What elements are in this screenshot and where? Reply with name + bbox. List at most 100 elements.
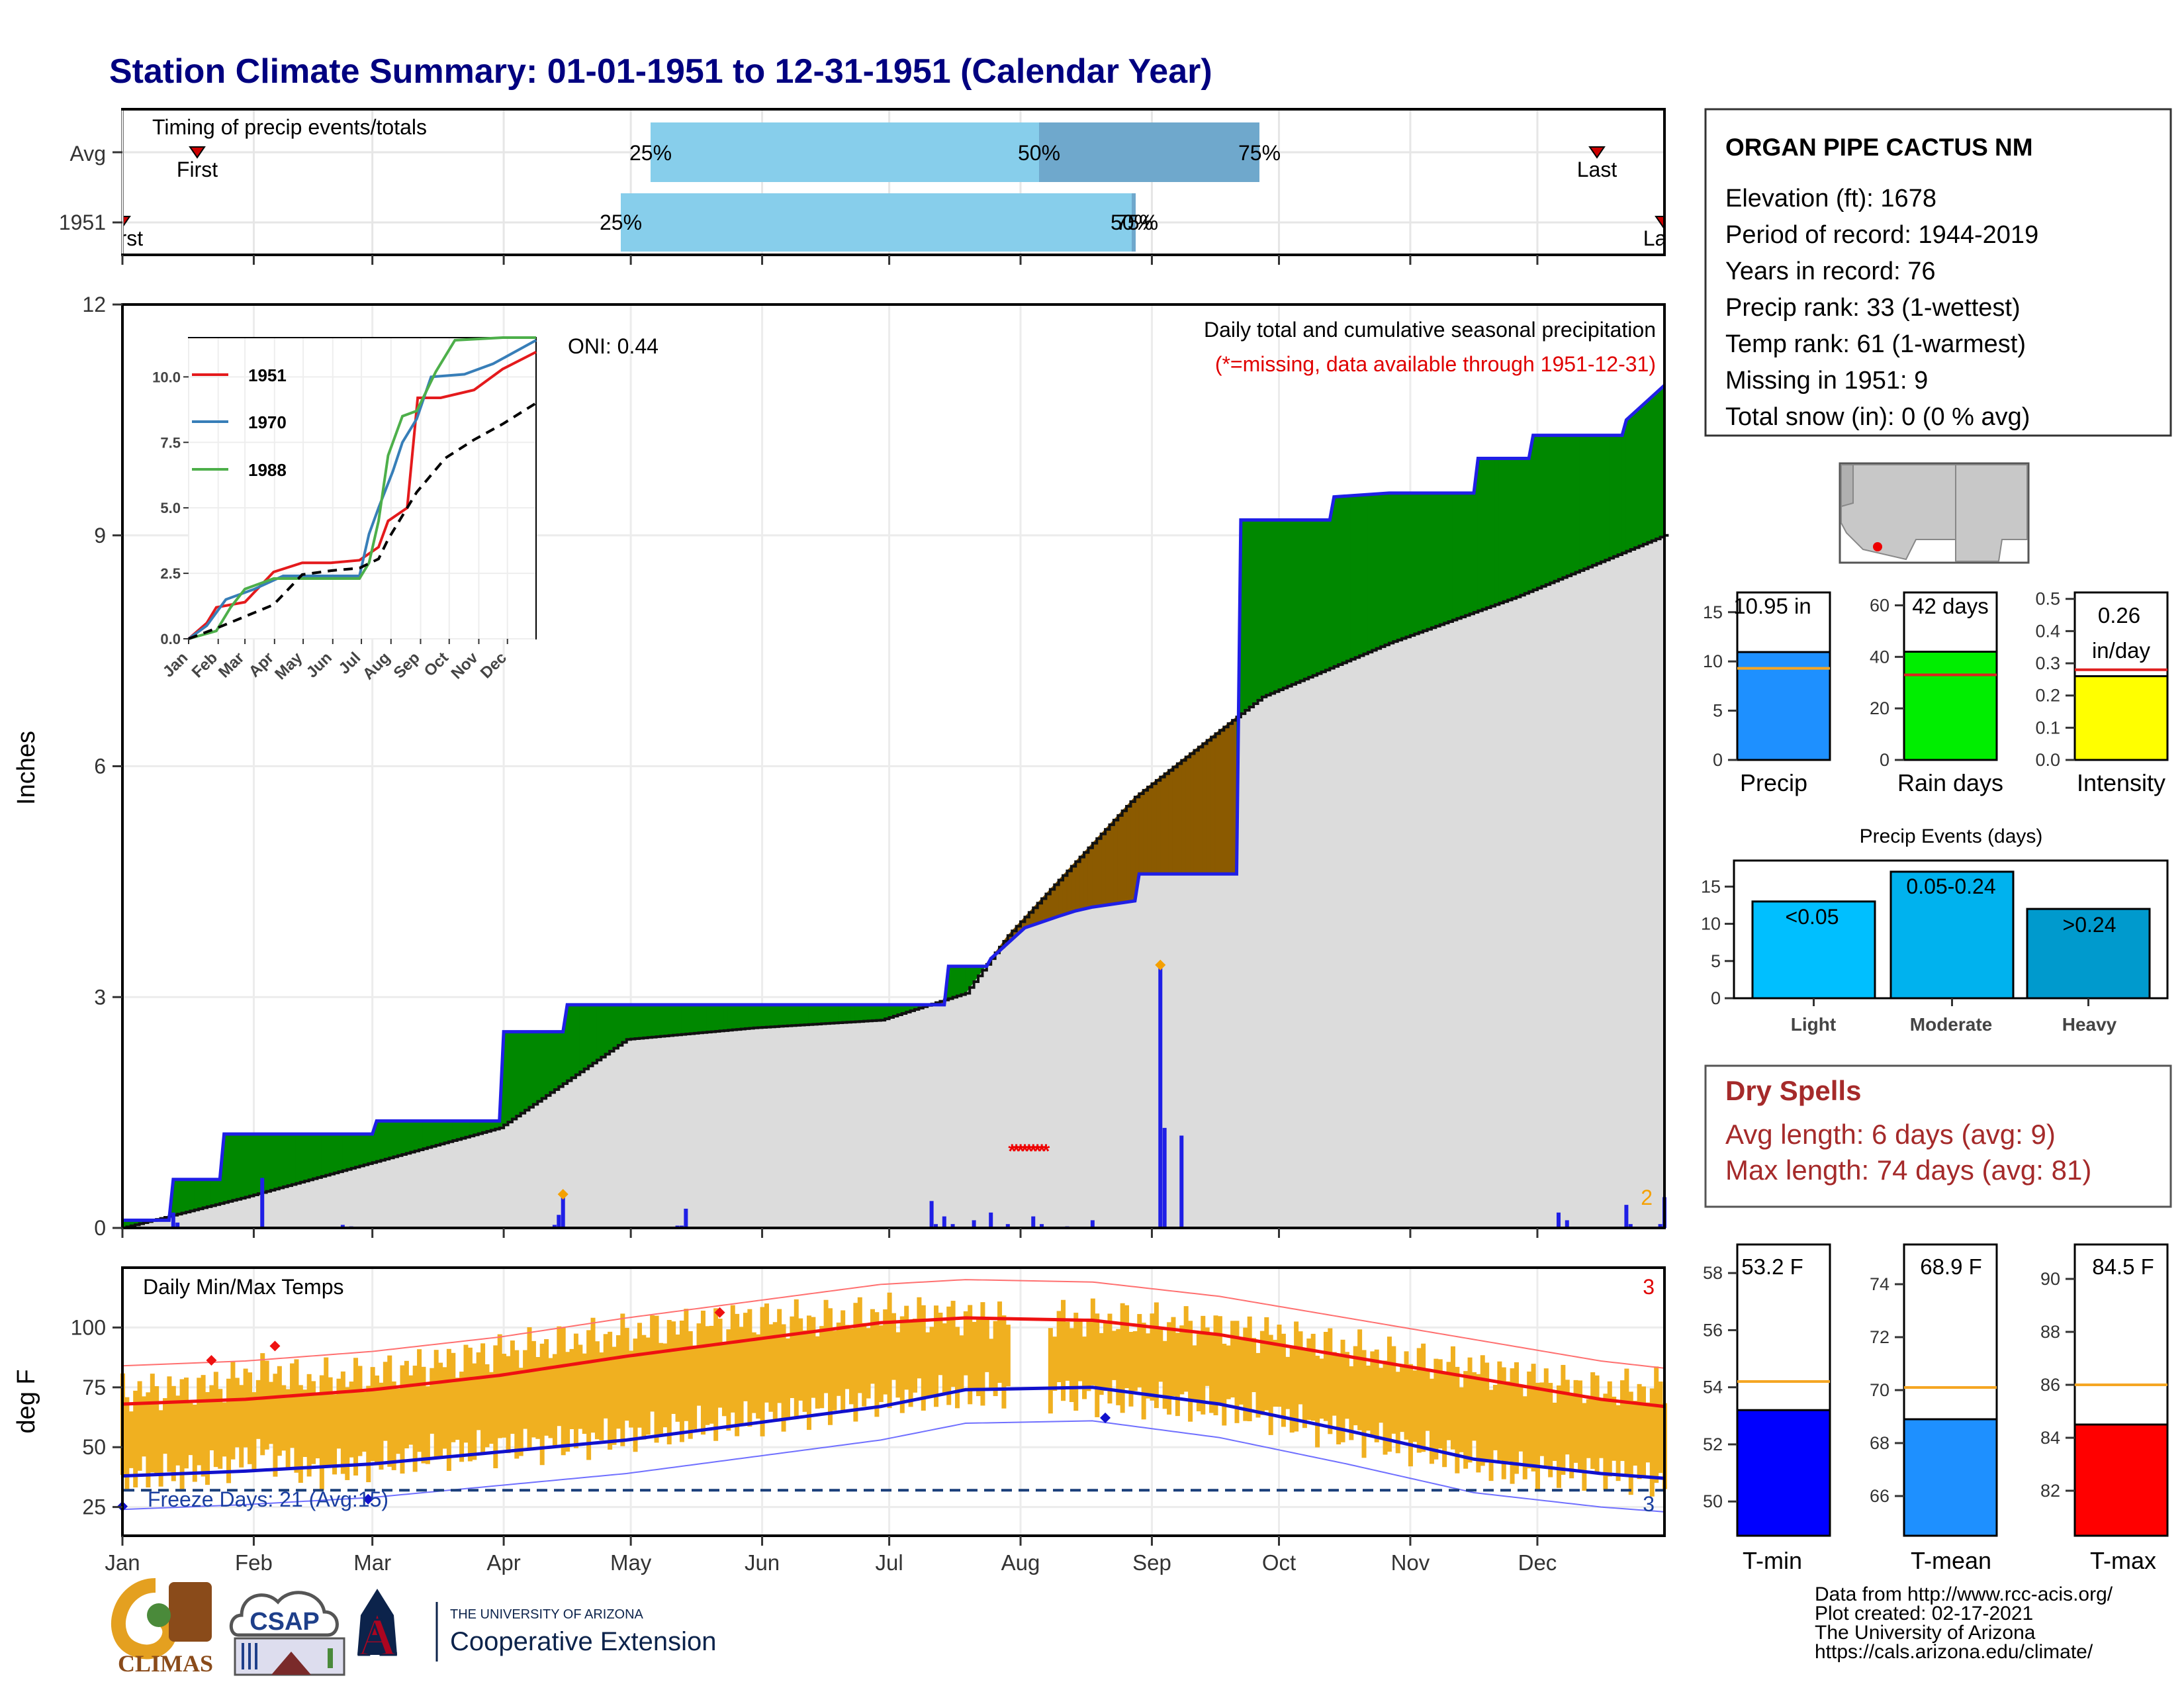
daily-precip-bar — [1158, 966, 1163, 1228]
departure-segment — [410, 1120, 416, 1153]
timing-year-first-label: First — [102, 226, 143, 250]
daily-temp-bar — [324, 1357, 329, 1468]
daily-temp-bar — [1612, 1396, 1617, 1461]
tmax-summary-ytick-label-1: 84 — [2040, 1428, 2060, 1448]
departure-segment — [706, 1004, 712, 1033]
daily-temp-bar — [1154, 1302, 1159, 1409]
daily-temp-bar — [488, 1372, 494, 1444]
daily-temp-bar — [306, 1374, 312, 1477]
departure-segment — [808, 1004, 813, 1025]
daily-temp-bar — [1400, 1366, 1405, 1432]
departure-segment — [185, 1179, 191, 1213]
departure-segment — [385, 1120, 390, 1160]
daily-temp-bar — [1238, 1336, 1244, 1405]
daily-temp-bar — [862, 1323, 867, 1407]
avg-min-line — [122, 1385, 1665, 1480]
departure-segment — [1625, 415, 1631, 552]
ua-a-inner — [371, 1615, 384, 1635]
daily-temp-bar — [684, 1309, 689, 1421]
tmax-summary-ytick-label-0: 82 — [2040, 1481, 2060, 1501]
departure-segment — [854, 1004, 860, 1022]
new-mexico-shape — [1955, 464, 2028, 562]
csap-text: CSAP — [250, 1608, 320, 1636]
daily-temp-bar — [535, 1357, 541, 1439]
daily-temp-bar — [925, 1332, 931, 1396]
daily-temp-bar — [1336, 1353, 1342, 1444]
daily-temp-bar — [929, 1327, 934, 1396]
daily-temp-bar — [1425, 1371, 1430, 1431]
departure-segment — [1308, 520, 1314, 678]
temp-count-min: 3 — [1643, 1492, 1655, 1516]
daily-temp-bar — [446, 1348, 451, 1472]
daily-temp-bar — [730, 1305, 735, 1413]
departure-segment — [567, 1004, 572, 1082]
daily-temp-bar — [425, 1386, 430, 1464]
daily-temp-bar — [819, 1326, 825, 1409]
daily-temp-bar — [192, 1404, 197, 1482]
departure-segment — [1164, 769, 1169, 874]
csap-mountain — [271, 1652, 311, 1675]
departure-segment — [537, 1031, 543, 1102]
temp-daily-bars — [120, 1292, 1667, 1497]
daily-temp-bar — [1289, 1346, 1295, 1433]
departure-segment — [1469, 492, 1475, 615]
daily-temp-bar — [1421, 1343, 1426, 1452]
departure-segment — [956, 966, 962, 997]
departure-segment — [698, 1004, 704, 1033]
departure-segment — [621, 1004, 627, 1043]
daily-temp-bar — [209, 1385, 214, 1450]
timing-year-last-marker — [1655, 216, 1663, 228]
daily-temp-bar — [1111, 1331, 1116, 1380]
daily-temp-bar — [239, 1385, 244, 1468]
daily-temp-bar — [870, 1309, 875, 1384]
timing-clip: First Last — [102, 216, 1663, 250]
daily-temp-bar — [493, 1345, 498, 1469]
daily-temp-bar — [1162, 1340, 1167, 1409]
dry-spells-avg: Avg length: 6 days (avg: 9) — [1725, 1119, 2056, 1150]
csap-bar-1 — [242, 1643, 244, 1669]
departure-segment — [452, 1120, 458, 1141]
departure-segment — [1126, 800, 1131, 903]
timing-year-bar-high — [1132, 193, 1136, 252]
departure-segment — [422, 1120, 428, 1149]
month-label-5: Jun — [745, 1550, 780, 1575]
record-high-marker-0 — [206, 1355, 217, 1366]
daily-temp-bar — [612, 1346, 617, 1445]
departure-segment — [1643, 400, 1648, 545]
daily-precip-bar — [340, 1225, 345, 1228]
departure-segment — [1486, 458, 1492, 608]
departure-segment — [584, 1004, 589, 1070]
departure-segment — [1193, 746, 1199, 874]
daily-temp-bar — [688, 1331, 693, 1439]
departure-segment — [1376, 493, 1381, 649]
csap-logo: CSAP — [229, 1591, 345, 1676]
daily-temp-bar — [1116, 1329, 1121, 1405]
month-axis: Jan Feb Mar Apr May Jun Jul Aug Sep Oct Nov Dec — [105, 255, 1557, 1575]
daily-temp-bar — [756, 1334, 761, 1419]
daily-temp-bar — [527, 1327, 532, 1450]
station-frame — [1704, 108, 2172, 437]
timing-year-p75: 75% — [1116, 211, 1158, 234]
daily-temp-bar — [336, 1378, 341, 1449]
departure-segment — [770, 1004, 776, 1027]
tmean-summary-ytick-label-0: 66 — [1870, 1486, 1889, 1506]
daily-temp-bar — [594, 1341, 600, 1440]
tmax-summary-bar — [2073, 1423, 2169, 1537]
station-years: Years in record: 76 — [1725, 258, 1936, 285]
daily-temp-bar — [823, 1299, 829, 1393]
intensity-summary-bar — [2073, 675, 2169, 761]
daily-temp-bar — [184, 1378, 189, 1469]
daily-temp-bar — [1124, 1305, 1130, 1389]
departure-segment — [1270, 520, 1275, 694]
departure-segment — [1380, 492, 1386, 647]
departure-segment — [579, 1004, 585, 1073]
daily-precip-bar — [561, 1196, 565, 1228]
precip-y-label: Inches — [13, 731, 40, 805]
daily-temp-bar — [1323, 1332, 1328, 1421]
dry-spells-frame — [1704, 1064, 2172, 1208]
daily-precip-bar — [1090, 1220, 1095, 1228]
departure-segment — [838, 1004, 843, 1023]
departure-segment — [363, 1133, 369, 1166]
events-ytick-label-1: 5 — [1711, 951, 1721, 971]
climas-mark — [169, 1582, 212, 1642]
